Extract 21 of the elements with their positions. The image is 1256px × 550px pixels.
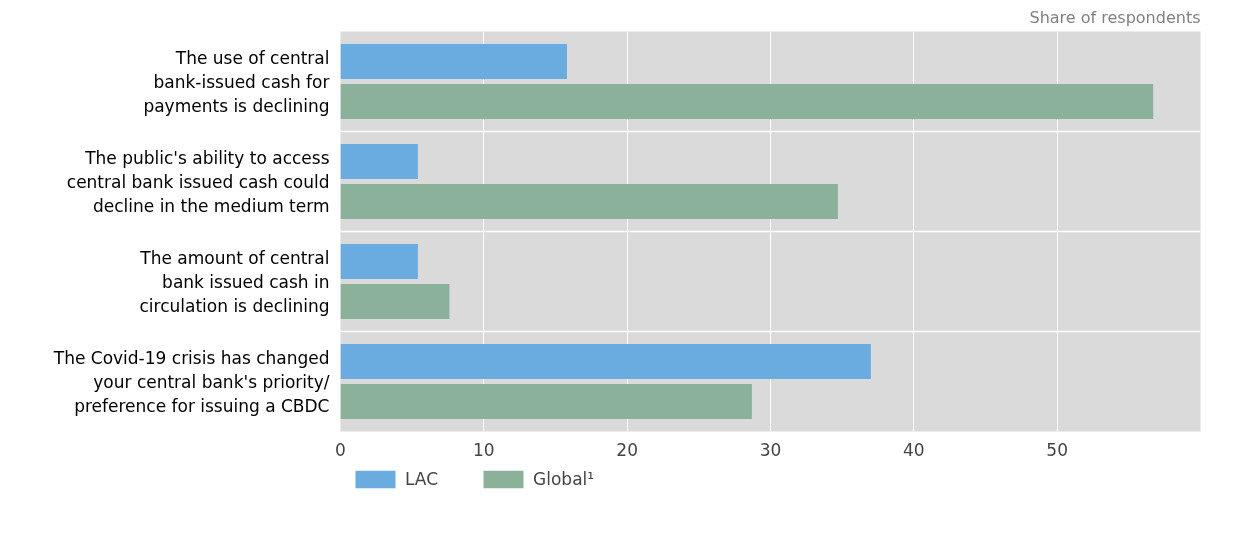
bar — [340, 83, 1154, 120]
y-tick-label: The public's ability to access central bank issued cash could decline in the medium term — [66, 147, 330, 216]
x-tick-label: 30 — [759, 439, 782, 460]
legend-label: LAC — [405, 469, 439, 489]
text: Share of respondents — [1029, 7, 1201, 27]
legend-label: Global¹ — [533, 469, 595, 489]
bar — [340, 383, 752, 420]
x-tick-label: 50 — [1046, 439, 1068, 460]
bar — [340, 43, 567, 80]
x-tick-label: 40 — [903, 439, 925, 460]
bar — [340, 283, 450, 320]
bar — [340, 343, 871, 380]
bar — [340, 183, 838, 220]
x-tick-label: 20 — [616, 439, 638, 460]
x-tick-label: 0 — [335, 439, 346, 460]
x-tick-label: 10 — [473, 439, 495, 460]
bar — [340, 143, 418, 180]
y-tick-label: The amount of central bank issued cash in circulation is declining — [139, 247, 330, 316]
y-tick-label: The Covid-19 crisis has changed your central bank's priority/ preference for issuing a CBDC — [52, 347, 330, 416]
y-tick-label: The use of central bank-issued cash for payments is declining — [143, 47, 330, 116]
bar — [340, 243, 418, 280]
